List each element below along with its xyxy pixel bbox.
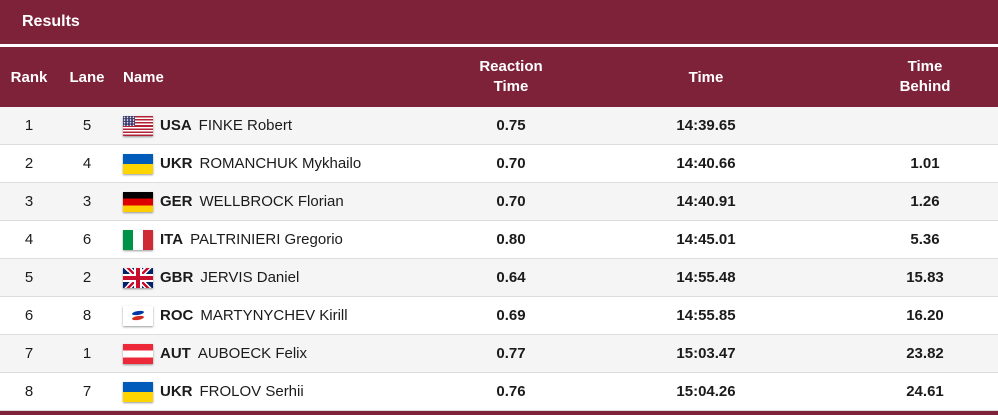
reaction-time-cell: 0.70	[496, 193, 526, 210]
flag-icon	[123, 115, 153, 136]
noc-code: GBR	[160, 269, 194, 286]
reaction-time-cell: 0.64	[496, 269, 526, 286]
table-row: 6 8 ROC MARTYNYCHEV Kirill 0.69 14:55.85…	[0, 297, 998, 335]
rank-cell: 2	[24, 155, 34, 172]
time-behind-cell	[826, 107, 998, 144]
reaction-time-cell: 0.69	[496, 307, 526, 324]
bottom-accent-bar	[0, 411, 998, 415]
athlete-name: FINKE Robert	[198, 117, 293, 134]
time-behind-cell: 1.26	[910, 193, 940, 210]
noc-code: AUT	[160, 345, 191, 362]
rank-cell: 7	[24, 345, 34, 362]
rank-cell: 6	[24, 307, 34, 324]
time-cell: 14:39.65	[676, 117, 736, 134]
noc-code: ITA	[160, 231, 184, 248]
table-header: Rank Lane Name Reaction Time Time Time B…	[0, 47, 998, 107]
header-divider	[0, 44, 998, 47]
athlete-name: AUBOECK Felix	[197, 345, 308, 362]
lane-cell: 7	[82, 383, 92, 400]
name-cell: USA FINKE Robert	[116, 107, 436, 144]
lane-cell: 5	[82, 117, 92, 134]
name-cell: GBR JERVIS Daniel	[116, 259, 436, 296]
time-behind-cell: 15.83	[906, 269, 944, 286]
table-row: 8 7 UKR FROLOV Serhii 0.76 15:04.26 24.6…	[0, 373, 998, 411]
results-table-body: 1 5 USA FINKE Robert 0.75 14:39.65 2 4 U…	[0, 107, 998, 411]
athlete-name: WELLBROCK Florian	[199, 193, 344, 210]
reaction-time-cell: 0.75	[496, 117, 526, 134]
table-row: 4 6 ITA PALTRINIERI Gregorio 0.80 14:45.…	[0, 221, 998, 259]
name-cell: UKR ROMANCHUK Mykhailo	[116, 145, 436, 182]
time-cell: 14:55.85	[676, 307, 736, 324]
time-behind-cell: 1.01	[910, 155, 940, 172]
table-row: 1 5 USA FINKE Robert 0.75 14:39.65	[0, 107, 998, 145]
lane-cell: 2	[82, 269, 92, 286]
time-behind-cell: 24.61	[906, 383, 944, 400]
table-row: 3 3 GER WELLBROCK Florian 0.70 14:40.91 …	[0, 183, 998, 221]
athlete-name: JERVIS Daniel	[200, 269, 300, 286]
athlete-name: FROLOV Serhii	[199, 383, 304, 400]
rank-cell: 3	[24, 193, 34, 210]
header-reaction-line1: Reaction	[479, 57, 543, 75]
header-name: Name	[123, 68, 164, 86]
header-rank: Rank	[10, 68, 48, 86]
flag-icon	[123, 305, 153, 326]
page-title: Results	[22, 13, 80, 30]
table-row: 5 2 GBR JERVIS Daniel 0.64 14:55.48 15.8…	[0, 259, 998, 297]
lane-cell: 4	[82, 155, 92, 172]
reaction-time-cell: 0.77	[496, 345, 526, 362]
noc-code: UKR	[160, 383, 193, 400]
reaction-time-cell: 0.76	[496, 383, 526, 400]
header-time-behind: Time Behind	[826, 47, 998, 107]
athlete-name: ROMANCHUK Mykhailo	[199, 155, 362, 172]
header-time: Time	[688, 68, 724, 86]
flag-icon	[123, 229, 153, 250]
name-cell: UKR FROLOV Serhii	[116, 373, 436, 410]
lane-cell: 6	[82, 231, 92, 248]
name-cell: GER WELLBROCK Florian	[116, 183, 436, 220]
time-cell: 14:45.01	[676, 231, 736, 248]
name-cell: ITA PALTRINIERI Gregorio	[116, 221, 436, 258]
noc-code: UKR	[160, 155, 193, 172]
rank-cell: 8	[24, 383, 34, 400]
table-row: 7 1 AUT AUBOECK Felix 0.77 15:03.47 23.8…	[0, 335, 998, 373]
rank-cell: 5	[24, 269, 34, 286]
flag-icon	[123, 381, 153, 402]
athlete-name: MARTYNYCHEV Kirill	[200, 307, 348, 324]
flag-icon	[123, 153, 153, 174]
time-behind-cell: 16.20	[906, 307, 944, 324]
flag-icon	[123, 343, 153, 364]
flag-icon	[123, 267, 153, 288]
athlete-name: PALTRINIERI Gregorio	[190, 231, 343, 248]
results-title-bar: Results	[0, 0, 998, 44]
noc-code: USA	[160, 117, 192, 134]
time-cell: 14:40.66	[676, 155, 736, 172]
lane-cell: 1	[82, 345, 92, 362]
rank-cell: 4	[24, 231, 34, 248]
header-lane: Lane	[69, 68, 105, 86]
lane-cell: 3	[82, 193, 92, 210]
header-behind-line2: Behind	[899, 78, 951, 95]
name-cell: ROC MARTYNYCHEV Kirill	[116, 297, 436, 334]
reaction-time-cell: 0.80	[496, 231, 526, 248]
rank-cell: 1	[24, 117, 34, 134]
time-cell: 15:03.47	[676, 345, 736, 362]
header-reaction-time: Reaction Time	[436, 47, 586, 107]
lane-cell: 8	[82, 307, 92, 324]
header-behind-line1: Time	[907, 57, 943, 75]
time-cell: 14:40.91	[676, 193, 736, 210]
time-behind-cell: 5.36	[910, 231, 940, 248]
time-cell: 15:04.26	[676, 383, 736, 400]
time-cell: 14:55.48	[676, 269, 736, 286]
noc-code: GER	[160, 193, 193, 210]
table-row: 2 4 UKR ROMANCHUK Mykhailo 0.70 14:40.66…	[0, 145, 998, 183]
noc-code: ROC	[160, 307, 194, 324]
flag-icon	[123, 191, 153, 212]
header-reaction-line2: Time	[493, 78, 529, 95]
reaction-time-cell: 0.70	[496, 155, 526, 172]
name-cell: AUT AUBOECK Felix	[116, 335, 436, 372]
time-behind-cell: 23.82	[906, 345, 944, 362]
